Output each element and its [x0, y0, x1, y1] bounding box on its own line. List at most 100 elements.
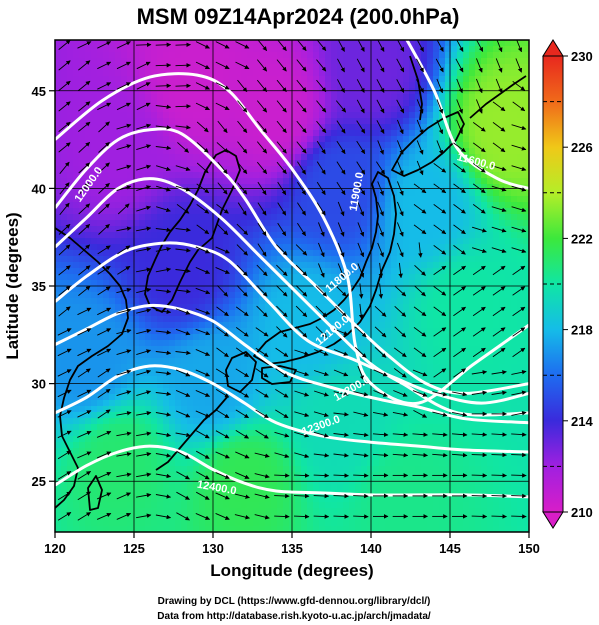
color-cell — [517, 82, 524, 89]
color-cell — [337, 94, 344, 101]
color-cell — [403, 202, 410, 209]
color-cell — [271, 76, 278, 83]
color-cell — [517, 310, 524, 317]
color-cell — [145, 340, 152, 347]
color-cell — [265, 406, 272, 413]
color-cell — [211, 40, 218, 47]
color-cell — [367, 376, 374, 383]
color-cell — [127, 46, 134, 53]
color-cell — [415, 94, 422, 101]
color-cell — [439, 412, 446, 419]
color-cell — [265, 148, 272, 155]
color-cell — [313, 286, 320, 293]
color-cell — [307, 88, 314, 95]
color-cell — [463, 250, 470, 257]
color-cell — [283, 154, 290, 161]
color-cell — [343, 322, 350, 329]
color-cell — [439, 304, 446, 311]
color-cell — [463, 268, 470, 275]
color-cell — [403, 226, 410, 233]
color-cell — [157, 394, 164, 401]
color-cell — [367, 388, 374, 395]
color-cell — [235, 226, 242, 233]
color-cell — [361, 76, 368, 83]
color-cell — [151, 106, 158, 113]
color-cell — [343, 262, 350, 269]
color-cell — [193, 208, 200, 215]
color-cell — [511, 220, 518, 227]
color-cell — [325, 184, 332, 191]
color-cell — [253, 178, 260, 185]
color-cell — [247, 394, 254, 401]
color-cell — [469, 280, 476, 287]
color-cell — [259, 214, 266, 221]
color-cell — [493, 274, 500, 281]
color-cell — [133, 232, 140, 239]
color-cell — [355, 148, 362, 155]
color-cell — [79, 406, 86, 413]
color-cell — [463, 220, 470, 227]
color-cell — [475, 202, 482, 209]
color-cell — [73, 220, 80, 227]
color-cell — [109, 316, 116, 323]
color-cell — [511, 358, 518, 365]
color-cell — [109, 382, 116, 389]
color-cell — [331, 262, 338, 269]
color-cell — [253, 124, 260, 131]
color-cell — [409, 208, 416, 215]
color-cell — [163, 322, 170, 329]
color-cell — [421, 376, 428, 383]
color-cell — [517, 226, 524, 233]
color-cell — [481, 142, 488, 149]
color-cell — [169, 82, 176, 89]
color-cell — [457, 406, 464, 413]
color-cell — [61, 268, 68, 275]
color-cell — [277, 76, 284, 83]
color-cell — [97, 268, 104, 275]
color-cell — [79, 142, 86, 149]
color-cell — [343, 118, 350, 125]
color-cell — [361, 160, 368, 167]
color-cell — [91, 220, 98, 227]
color-cell — [103, 64, 110, 71]
color-cell — [451, 328, 458, 335]
color-cell — [511, 136, 518, 143]
color-cell — [331, 112, 338, 119]
color-cell — [181, 340, 188, 347]
color-cell — [331, 166, 338, 173]
color-cell — [205, 388, 212, 395]
color-cell — [409, 160, 416, 167]
color-cell — [463, 214, 470, 221]
color-cell — [187, 412, 194, 419]
color-cell — [343, 166, 350, 173]
color-cell — [265, 292, 272, 299]
color-cell — [415, 346, 422, 353]
color-cell — [439, 382, 446, 389]
color-cell — [403, 244, 410, 251]
color-cell — [229, 208, 236, 215]
color-cell — [445, 178, 452, 185]
color-cell — [403, 100, 410, 107]
color-cell — [157, 412, 164, 419]
color-cell — [313, 394, 320, 401]
color-cell — [391, 298, 398, 305]
color-cell — [379, 112, 386, 119]
color-cell — [331, 406, 338, 413]
color-cell — [319, 226, 326, 233]
color-cell — [427, 202, 434, 209]
color-cell — [343, 316, 350, 323]
color-cell — [439, 232, 446, 239]
color-cell — [295, 376, 302, 383]
color-cell — [109, 304, 116, 311]
color-cell — [427, 376, 434, 383]
color-cell — [169, 40, 176, 47]
color-cell — [61, 328, 68, 335]
color-cell — [73, 58, 80, 65]
color-cell — [127, 382, 134, 389]
color-cell — [115, 298, 122, 305]
color-cell — [427, 148, 434, 155]
color-cell — [109, 388, 116, 395]
color-cell — [385, 70, 392, 77]
color-cell — [253, 94, 260, 101]
color-cell — [487, 232, 494, 239]
